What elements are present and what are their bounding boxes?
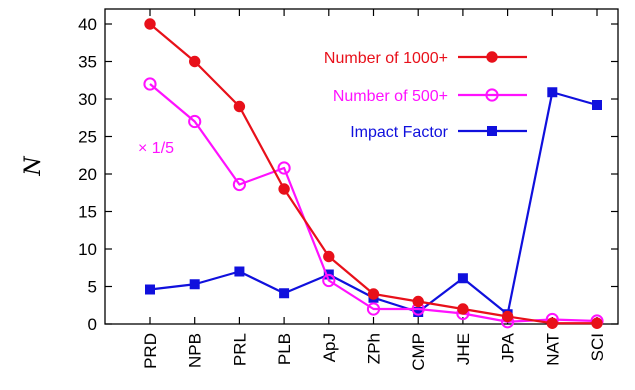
x-tick-label: SCI <box>588 333 607 361</box>
series-2 <box>145 87 602 320</box>
data-point <box>279 288 290 299</box>
data-point <box>367 288 380 300</box>
legend-label: Impact Factor <box>350 124 448 141</box>
y-tick-label: 10 <box>78 240 97 259</box>
series-line <box>149 83 598 323</box>
data-point <box>323 250 335 263</box>
x-tick-label: NAT <box>543 333 562 366</box>
y-axis-label: N <box>21 156 46 177</box>
data-point <box>232 177 246 192</box>
series-0 <box>144 18 603 329</box>
data-point <box>546 317 558 329</box>
x-tick-label: PRL <box>230 333 249 366</box>
y-axis: 0 5 10 15 20 25 30 35 40 <box>78 15 618 334</box>
data-point <box>189 55 201 68</box>
y-tick-label: 35 <box>78 53 97 72</box>
data-point <box>413 307 424 317</box>
data-point <box>457 273 468 284</box>
data-point <box>145 284 155 295</box>
data-point <box>322 273 336 288</box>
data-point <box>144 18 156 30</box>
legend-label: Number of 1000+ <box>324 50 448 67</box>
data-point <box>233 100 246 113</box>
y-tick-label: 20 <box>78 165 97 184</box>
series-layer <box>143 18 604 329</box>
y-tick-label: 25 <box>78 128 97 147</box>
y-tick-label: 30 <box>78 90 97 109</box>
data-point <box>412 295 424 308</box>
data-point <box>591 317 603 329</box>
legend-label: Number of 500+ <box>333 88 448 105</box>
data-point <box>501 310 514 323</box>
x-tick-label: JHE <box>454 333 473 365</box>
data-point <box>188 114 202 129</box>
legend-marker <box>487 126 497 136</box>
data-point <box>143 77 157 91</box>
data-point <box>457 303 469 315</box>
legend: Number of 1000+ Number of 500+ Impact Fact… <box>324 50 527 141</box>
x-axis: PRD NPB PRL PLB ApJ ZPh CMP JHE JPA NAT SCI <box>141 9 607 371</box>
x-tick-label: CMP <box>409 333 428 371</box>
x-tick-label: ApJ <box>320 333 339 362</box>
y-tick-label: 5 <box>88 278 97 297</box>
scale-annotation: × 1/5 <box>138 140 174 157</box>
data-point <box>547 87 558 98</box>
y-tick-label: 15 <box>78 203 97 222</box>
x-tick-label: ZPh <box>365 333 384 364</box>
y-tick-label: 0 <box>88 315 97 334</box>
y-tick-label: 40 <box>78 15 97 34</box>
legend-marker <box>486 51 498 63</box>
data-point <box>234 266 245 277</box>
x-tick-label: NPB <box>186 333 205 368</box>
plot-area-frame <box>104 8 619 325</box>
x-tick-label: PRD <box>141 333 160 369</box>
legend-marker <box>485 88 499 102</box>
data-point <box>278 183 290 195</box>
data-point <box>592 100 602 110</box>
x-tick-label: JPA <box>499 332 518 363</box>
data-point <box>366 302 381 316</box>
data-point <box>277 161 291 175</box>
data-point <box>189 279 200 290</box>
x-tick-label: PLB <box>275 333 294 365</box>
